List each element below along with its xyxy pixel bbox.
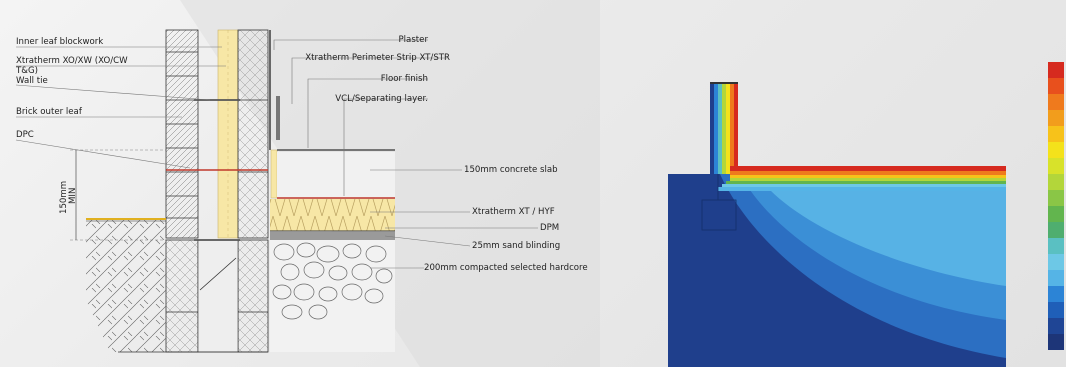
label-xtratherm-xo-xw-line1: Xtratherm XO/XW (XO/CW xyxy=(16,56,128,66)
brick-outer-leaf-column xyxy=(165,29,199,353)
right-leader-lines xyxy=(273,39,538,269)
temperature-color-scale xyxy=(1048,62,1064,350)
scale-swatch xyxy=(1048,126,1064,142)
scale-swatch xyxy=(1048,206,1064,222)
label-perimeter-strip: Xtratherm Perimeter Strip XT/STR xyxy=(305,53,450,63)
scale-swatch xyxy=(1048,78,1064,94)
label-brick-outer-leaf: Brick outer leaf xyxy=(16,107,83,117)
scale-swatch xyxy=(1048,174,1064,190)
scale-swatch xyxy=(1048,302,1064,318)
label-dpc: DPC xyxy=(16,130,34,140)
label-plaster: Plaster xyxy=(398,35,428,45)
scale-swatch xyxy=(1048,286,1064,302)
scale-swatch xyxy=(1048,238,1064,254)
thermal-model-diagram xyxy=(668,62,1064,367)
label-dpm: DPM xyxy=(540,223,559,233)
label-xtratherm-xt-hyf: Xtratherm XT / HYF xyxy=(472,207,555,217)
left-leader-lines xyxy=(15,46,226,169)
label-inner-leaf-blockwork: Inner leaf blockwork xyxy=(16,37,103,47)
thermal-wall xyxy=(710,82,738,174)
scale-swatch xyxy=(1048,222,1064,238)
perimeter-strip xyxy=(270,149,278,199)
label-sand-blinding: 25mm sand blinding xyxy=(472,241,560,251)
floor-build-up xyxy=(270,149,395,352)
label-hardcore: 200mm compacted selected hardcore xyxy=(424,263,588,273)
label-wall-tie: Wall tie xyxy=(16,76,48,86)
thermal-floor xyxy=(718,166,1006,191)
scale-swatch xyxy=(1048,110,1064,126)
scale-swatch xyxy=(1048,158,1064,174)
ground xyxy=(86,220,166,352)
scale-swatch xyxy=(1048,142,1064,158)
scale-swatch xyxy=(1048,190,1064,206)
scale-swatch xyxy=(1048,270,1064,286)
inner-leaf-blockwork xyxy=(237,29,269,353)
label-concrete-slab: 150mm concrete slab xyxy=(464,165,558,175)
label-vcl: VCL/Separating layer. xyxy=(335,94,428,104)
label-floor-finish: Floor finish xyxy=(381,74,428,84)
dimension-text: 150mm xyxy=(59,181,69,214)
scale-swatch xyxy=(1048,62,1064,78)
scale-swatch xyxy=(1048,334,1064,350)
construction-detail-diagram: 150mm MIN Inner leaf blockwork Xtratherm… xyxy=(15,0,600,367)
scale-swatch xyxy=(1048,318,1064,334)
dimension-150mm: 150mm MIN xyxy=(59,149,166,241)
label-xtratherm-xo-xw-line2: T&G) xyxy=(15,66,38,76)
dimension-min-text: MIN xyxy=(68,188,78,204)
scale-swatch xyxy=(1048,254,1064,270)
scale-swatch xyxy=(1048,94,1064,110)
